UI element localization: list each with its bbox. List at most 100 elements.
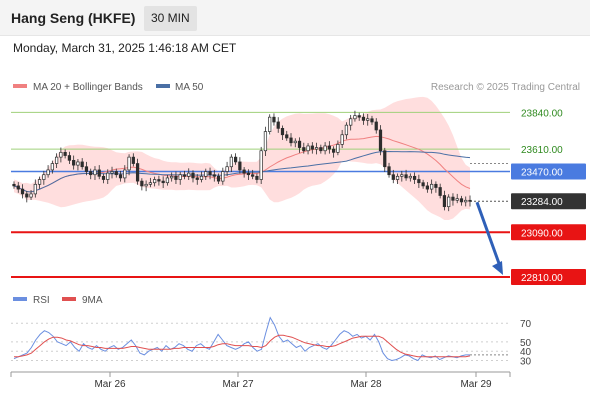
candle-body [293,140,297,144]
candle-body [127,156,131,171]
rsi-legend: RSI 9MA [13,295,103,306]
candle-body [153,179,157,184]
source-credit: Research © 2025 Trading Central [431,82,580,93]
price-legend: MA 20 + Bollinger Bands MA 50 Research ©… [13,82,580,93]
x-tick-label-Mar 26: Mar 26 [94,379,126,390]
bollinger-bands [14,96,470,220]
timestamp: Monday, March 31, 2025 1:46:18 AM CET [13,41,237,55]
candle-body [314,147,319,150]
rsi-tick-40: 40 [520,347,532,358]
candle-body [344,124,349,136]
candle-body [195,177,199,180]
candle-body [46,169,50,176]
candle-body [408,175,412,179]
candle-body [67,155,72,161]
price-label-23470.00: 23470.00 [521,168,563,179]
candle-body [76,161,80,166]
candle-body [391,174,395,180]
projection-arrow-shaft [475,201,503,270]
ma20-swatch [13,84,27,88]
candle-body [451,196,455,201]
ma50-swatch [156,84,170,88]
price-badge-23090.00 [511,224,586,241]
rsi-tick-50: 50 [520,338,532,349]
candle-body [93,169,97,176]
x-tick-label-Mar 27: Mar 27 [222,379,254,390]
rsi-swatch [13,297,27,301]
ma20-legend-label: MA 20 + Bollinger Bands [33,82,143,93]
candle-body [255,175,259,180]
candle-body [425,185,429,190]
instrument-title: Hang Seng (HKFE) [11,10,136,26]
candle-body [366,118,370,121]
candle-body [187,172,191,177]
candle-body [25,193,29,198]
candle-body [59,151,63,158]
price-label-23610.00: 23610.00 [521,145,563,156]
candle-body [114,171,118,176]
projection-arrow-head [492,261,503,276]
rsi-tick-70: 70 [520,319,532,330]
rsi-ma-line [14,334,471,358]
candle-body [37,179,42,185]
candle-body [80,161,84,168]
candle-body [63,151,67,156]
projection-arrow [475,201,503,276]
candle-body [349,118,353,126]
price-label-23284.00: 23284.00 [521,197,563,208]
candle-body [306,145,310,152]
interval-selector[interactable]: 30 MIN [144,6,197,31]
candle-body [42,174,46,180]
candle-body [110,171,114,174]
candle-body [178,174,182,180]
candle-body [12,183,16,187]
candle-body [387,166,391,176]
candle-body [340,134,344,145]
candle-body [233,156,238,163]
candle-body [97,169,101,177]
candle-body [123,169,127,179]
candle-body [208,171,212,176]
candle-body [199,175,204,180]
candle-body [332,148,336,153]
candle-body [229,156,233,168]
candle-body [395,175,400,180]
candle-body [148,182,152,185]
x-axis: Mar 26 Mar 27 Mar 28 Mar 29 [10,371,511,390]
candle-body [276,121,280,129]
candle-body [225,166,229,172]
price-badge-23284.00 [511,193,586,210]
price-label-23840.00: 23840.00 [521,108,563,119]
price-badge-22810.00 [511,269,586,286]
candle-body [216,175,221,182]
candle-body [400,174,404,177]
candle-body [174,175,178,180]
candle-body [135,163,140,182]
candle-body [412,175,417,180]
candle-body [118,174,123,179]
price-label-23090.00: 23090.00 [521,228,563,239]
candle-body [182,174,187,177]
candle-body [438,187,442,196]
candle-body [378,129,383,152]
candle-body [157,179,161,182]
candle-body [72,159,76,166]
candle-body [106,172,110,180]
candle-body [50,163,54,171]
candle-body [404,174,408,179]
candle-body [319,147,323,152]
bollinger-band-area [14,96,470,220]
candle-body [430,183,434,190]
candle-body [212,174,216,177]
candle-body [84,166,89,172]
candle-body [361,116,366,121]
candle-body [238,161,242,171]
rsi-tick-30: 30 [520,357,532,368]
candle-body [89,171,93,176]
candle-body [297,140,302,148]
x-tick-label-Mar 29: Mar 29 [460,379,492,390]
candle-body [272,116,276,123]
candle-body [459,198,464,203]
